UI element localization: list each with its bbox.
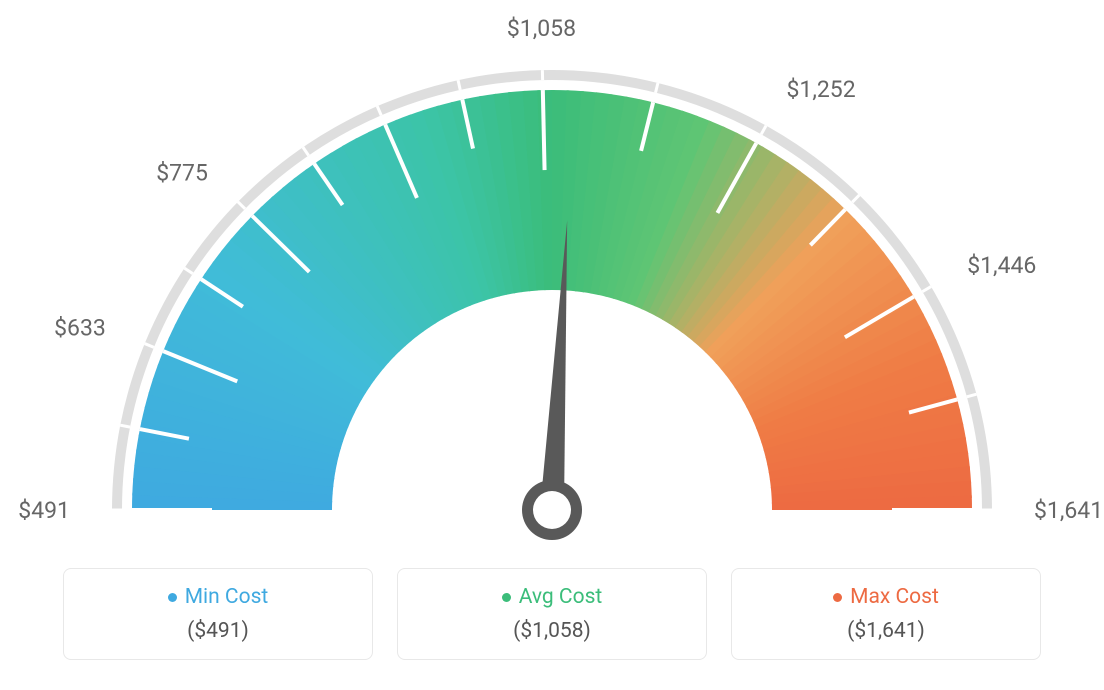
legend-dot-avg: [502, 593, 511, 602]
legend-label-text-min: Min Cost: [185, 585, 269, 609]
legend-label-text-max: Max Cost: [850, 585, 939, 609]
legend-value-min: ($491): [84, 619, 352, 643]
gauge-svg: $491 $633 $775 $1,058 $1,252 $1,446 $1,641: [0, 0, 1104, 560]
legend-label-max: Max Cost: [833, 585, 939, 609]
legend-value-max: ($1,641): [752, 619, 1020, 643]
legend-label-avg: Avg Cost: [502, 585, 603, 609]
gauge-chart: $491 $633 $775 $1,058 $1,252 $1,446 $1,641: [0, 0, 1104, 560]
gauge-tick-label: $491: [18, 497, 70, 524]
legend-card-min: Min Cost ($491): [63, 568, 373, 660]
gauge-tick-label: $1,641: [1034, 497, 1103, 524]
legend-value-avg: ($1,058): [418, 619, 686, 643]
legend-card-max: Max Cost ($1,641): [731, 568, 1041, 660]
gauge-tick-label: $1,446: [967, 252, 1036, 279]
gauge-tick-label: $775: [156, 159, 208, 186]
gauge-tick-label: $1,252: [787, 76, 856, 103]
legend-dot-min: [168, 593, 177, 602]
gauge-tick-label: $633: [54, 315, 106, 342]
cost-gauge-infographic: $491 $633 $775 $1,058 $1,252 $1,446 $1,641 Min…: [0, 0, 1104, 690]
legend-dot-max: [833, 593, 842, 602]
legend-row: Min Cost ($491) Avg Cost ($1,058) Max Co…: [0, 568, 1104, 660]
gauge-tick-label: $1,058: [507, 15, 576, 42]
legend-label-min: Min Cost: [168, 585, 269, 609]
legend-card-avg: Avg Cost ($1,058): [397, 568, 707, 660]
legend-label-text-avg: Avg Cost: [519, 585, 603, 609]
